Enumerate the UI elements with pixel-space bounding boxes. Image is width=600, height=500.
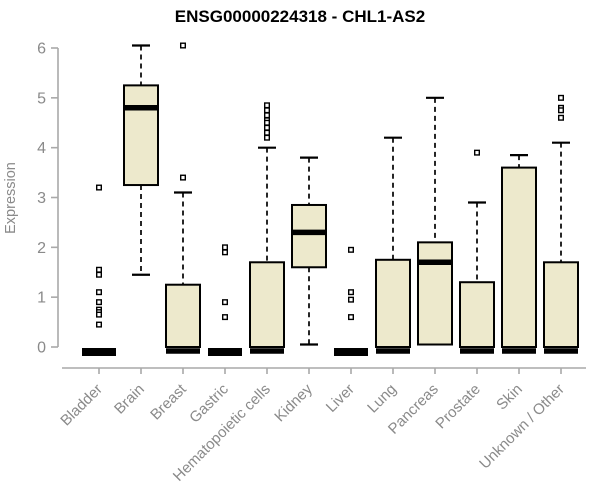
outlier-gastric-0: [221, 244, 228, 251]
y-tick-label-3: 3: [37, 190, 46, 207]
category-label-breast: Breast: [147, 380, 190, 423]
outlier-breast-1: [179, 174, 186, 181]
outlier-gastric-1: [221, 249, 228, 256]
outlier-hematopoietic-cells-2: [264, 112, 271, 119]
box-unknown-other: [543, 261, 579, 348]
category-label-bladder: Bladder: [57, 381, 106, 430]
outlier-bladder-7: [95, 311, 102, 318]
chart-title: ENSG00000224318 - CHL1-AS2: [174, 7, 426, 26]
outlier-liver-0: [348, 246, 355, 253]
outlier-liver-2: [348, 296, 355, 303]
box-hematopoietic-cells: [249, 261, 285, 348]
category-label-kidney: Kidney: [271, 380, 316, 425]
box-brain: [123, 84, 159, 187]
outlier-hematopoietic-cells-5: [264, 124, 271, 131]
outlier-breast-0: [179, 42, 186, 49]
outlier-liver-1: [348, 289, 355, 296]
outlier-liver-3: [348, 314, 355, 321]
outlier-unknown-other-0: [558, 94, 565, 101]
y-tick-label-1: 1: [37, 290, 46, 307]
category-label-skin: Skin: [493, 381, 526, 414]
box-collapsed-gastric: [208, 348, 242, 356]
y-tick-label-5: 5: [37, 90, 46, 107]
box-collapsed-liver: [334, 348, 368, 356]
box-breast: [165, 283, 201, 349]
outlier-hematopoietic-cells-0: [264, 102, 271, 109]
outlier-bladder-0: [95, 184, 102, 191]
box-collapsed-bladder: [82, 348, 116, 356]
box-pancreas: [417, 241, 453, 346]
y-tick-label-6: 6: [37, 41, 46, 58]
outlier-hematopoietic-cells-1: [264, 107, 271, 114]
outlier-hematopoietic-cells-6: [264, 129, 271, 136]
outlier-bladder-1: [95, 266, 102, 273]
category-label-brain: Brain: [111, 381, 148, 418]
y-tick-label-2: 2: [37, 240, 46, 257]
outlier-bladder-3: [95, 289, 102, 296]
outlier-bladder-4: [95, 299, 102, 306]
box-lung: [375, 258, 411, 348]
outlier-unknown-other-3: [558, 114, 565, 121]
outlier-prostate-0: [474, 149, 481, 156]
y-tick-label-0: 0: [37, 340, 46, 357]
box-skin: [501, 166, 537, 348]
outlier-gastric-2: [221, 299, 228, 306]
category-label-prostate: Prostate: [432, 381, 484, 433]
y-axis-label: Expression: [3, 162, 19, 234]
outlier-hematopoietic-cells-7: [264, 134, 271, 141]
outlier-bladder-8: [95, 321, 102, 328]
outlier-gastric-3: [221, 314, 228, 321]
box-kidney: [291, 203, 327, 269]
box-prostate: [459, 281, 495, 349]
outlier-unknown-other-2: [558, 107, 565, 114]
y-tick-label-4: 4: [37, 140, 46, 157]
category-label-lung: Lung: [364, 381, 400, 417]
category-label-liver: Liver: [323, 381, 358, 416]
outlier-hematopoietic-cells-4: [264, 119, 271, 126]
outlier-bladder-2: [95, 271, 102, 278]
